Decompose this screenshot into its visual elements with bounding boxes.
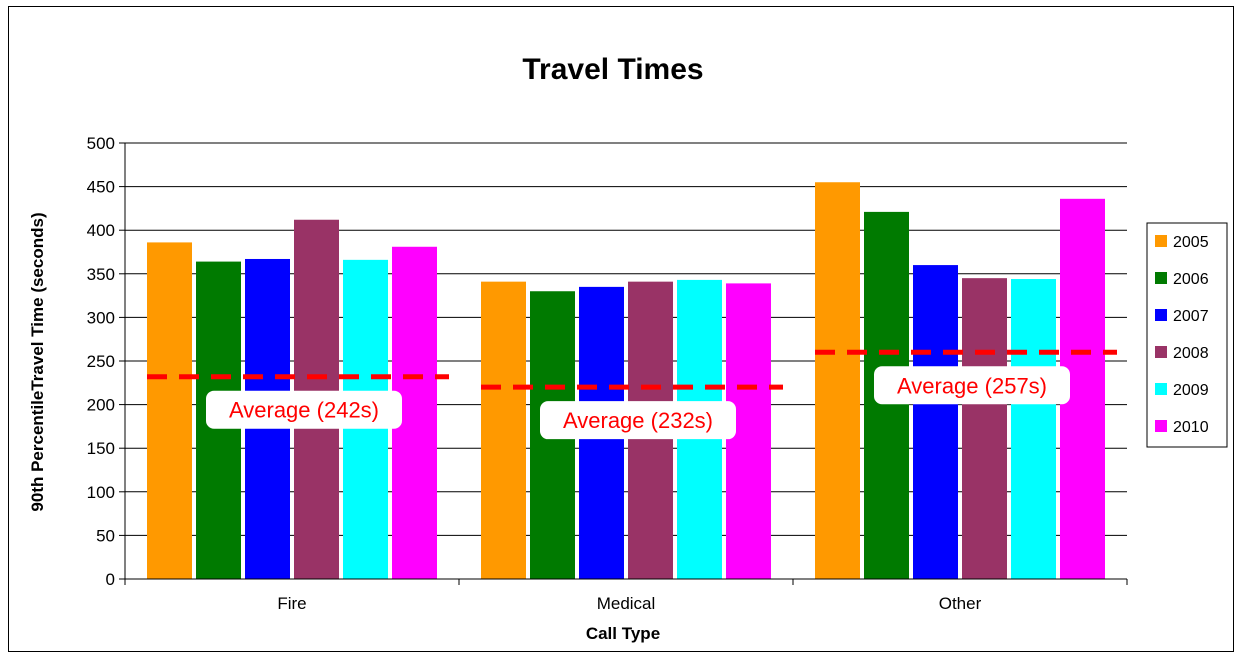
y-tick-label: 350 (87, 265, 115, 284)
y-tick-label: 500 (87, 134, 115, 153)
legend-swatch (1155, 272, 1167, 284)
bar (1011, 279, 1056, 579)
legend-swatch (1155, 420, 1167, 432)
average-lines: Average (242s) Average (232s) Average (257… (147, 349, 1117, 440)
y-tick-label: 300 (87, 308, 115, 327)
y-tick-label: 250 (87, 352, 115, 371)
average-label: Average (257s) (897, 373, 1047, 398)
bar (913, 265, 958, 579)
y-axis-title: 90th PercentileTravel Time (seconds) (28, 212, 47, 511)
bar (962, 278, 1007, 579)
legend-label: 2005 (1173, 234, 1209, 251)
y-tick-label: 200 (87, 396, 115, 415)
bar (481, 281, 526, 579)
average-label-box (206, 390, 402, 429)
legend-swatch (1155, 235, 1167, 247)
legend-label: 2007 (1173, 308, 1209, 325)
average-label: Average (232s) (563, 408, 713, 433)
average-label-box (874, 366, 1070, 405)
bar (147, 242, 192, 579)
y-tick-label: 400 (87, 221, 115, 240)
y-tick-label: 450 (87, 178, 115, 197)
bar (815, 182, 860, 580)
axes: 0 50 100 150 200 250 300 350 400 450 500 Fire Medica… (87, 134, 1128, 613)
x-tick-label: Fire (277, 594, 306, 613)
chart-frame: Travel Times 90th PercentileTravel Time … (8, 6, 1234, 652)
legend: 2005 2006 2007 2008 2009 2010 (1146, 222, 1228, 448)
y-tick-label: 50 (96, 526, 115, 545)
y-tick-label: 100 (87, 483, 115, 502)
legend-label: 2006 (1173, 271, 1209, 288)
legend-label: 2009 (1173, 382, 1209, 399)
x-axis-title: Call Type (586, 624, 660, 643)
legend-swatch (1155, 309, 1167, 321)
y-tick-label: 0 (106, 570, 115, 589)
x-tick-label: Medical (597, 594, 656, 613)
chart-title: Travel Times (522, 53, 703, 86)
legend-swatch (1155, 383, 1167, 395)
x-tick-label: Other (939, 594, 982, 613)
legend-box (1146, 222, 1228, 448)
legend-swatch (1155, 346, 1167, 358)
legend-label: 2008 (1173, 345, 1209, 362)
legend-label: 2010 (1173, 419, 1209, 436)
y-tick-label: 150 (87, 439, 115, 458)
average-label-box (540, 401, 736, 440)
average-label: Average (242s) (229, 398, 379, 423)
bar-chart: Travel Times 90th PercentileTravel Time … (28, 53, 1228, 643)
